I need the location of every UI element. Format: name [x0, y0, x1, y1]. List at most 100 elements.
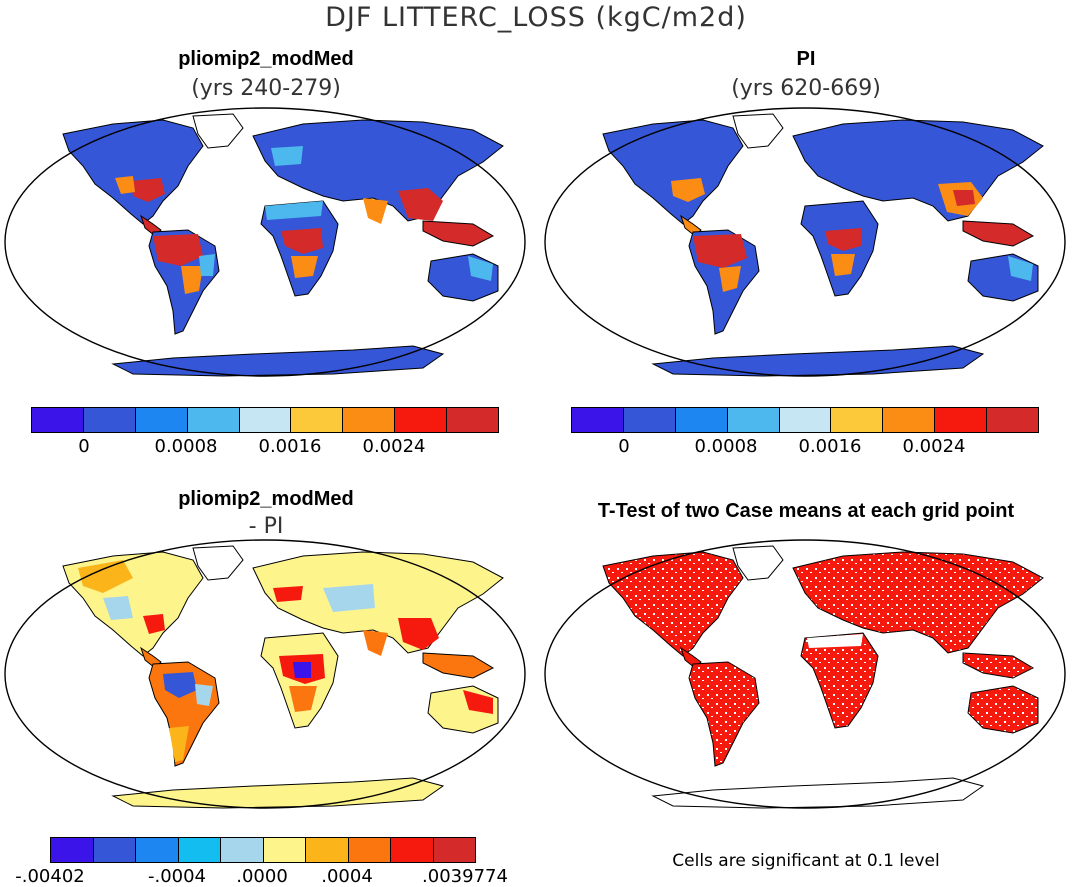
colorbar-swatch	[263, 838, 306, 862]
colorbar-labels-bottom-left: -.00402 -.0004 .0000 .0004 .0039774	[15, 866, 508, 887]
panel-title-top-left: pliomip2_modMed	[178, 48, 354, 70]
colorbar-swatch	[348, 838, 391, 862]
land-indonesia	[962, 652, 1035, 679]
hot-se-us	[131, 178, 165, 202]
light-na	[103, 596, 133, 620]
colorbar-swatch	[306, 838, 349, 862]
red-australia	[463, 690, 493, 714]
orange-us	[115, 176, 135, 194]
world-map	[602, 545, 1044, 809]
hot-central-africa	[825, 228, 861, 251]
colorbar-swatch	[831, 408, 884, 432]
land-australia	[967, 685, 1039, 734]
land-antarctica	[651, 345, 985, 377]
colorbar-swatch	[779, 408, 832, 432]
world-map	[602, 113, 1044, 377]
orange-s-africa	[291, 256, 318, 278]
hot-se-asia	[953, 190, 975, 206]
significance-note: Cells are significant at 0.1 level	[672, 851, 940, 871]
land-indonesia	[962, 220, 1035, 247]
world-map	[62, 113, 504, 377]
hot-central-africa	[281, 228, 323, 254]
colorbar-labels-top-left: 0 0.0008 0.0016 0.0024	[31, 436, 497, 460]
orange-india	[363, 630, 388, 656]
light-australia	[1008, 256, 1033, 281]
land-africa	[800, 632, 879, 729]
land-indonesia	[422, 652, 495, 679]
colorbar-label: 0.0008	[694, 436, 758, 457]
panel-title-top-right: PI	[796, 48, 816, 70]
blue-amazon	[163, 672, 197, 698]
orange-brazil	[181, 266, 203, 294]
colorbar-label: 0.0024	[362, 436, 426, 457]
main-title: DJF LITTERC_LOSS (kgC/m2d)	[325, 2, 747, 33]
light-sahara	[265, 201, 323, 220]
colorbar-label: 0.0024	[902, 436, 966, 457]
colorbar-swatch	[675, 408, 728, 432]
colorbar-label: 0.0008	[154, 436, 218, 457]
yellow-s-sa	[169, 726, 189, 762]
map-top-left	[4, 107, 526, 377]
map-outline	[4, 107, 526, 377]
map-bottom-left	[4, 539, 526, 809]
colorbar-swatch	[178, 838, 221, 862]
colorbar-label: -.00402	[15, 866, 85, 887]
colorbar-swatch	[51, 838, 94, 862]
orange-brazil	[719, 266, 741, 292]
colorbar-label: .0004	[321, 866, 373, 887]
land-north-america	[602, 119, 744, 225]
hot-amazon	[693, 234, 747, 268]
colorbar-swatch	[572, 408, 624, 432]
colorbar-swatch	[391, 838, 434, 862]
land-indonesia	[422, 220, 495, 247]
world-map	[62, 545, 504, 809]
colorbar-label: 0.0016	[258, 436, 322, 457]
colorbar-swatch	[135, 408, 188, 432]
blue-congo	[293, 662, 311, 678]
colorbar-swatch	[987, 408, 1039, 432]
land-greenland	[732, 113, 784, 149]
land-south-america	[688, 661, 760, 767]
panel-subtitle-bottom-left: - PI	[248, 514, 284, 539]
light-australia	[468, 256, 493, 281]
panel-subtitle-top-right: (yrs 620-669)	[731, 76, 881, 101]
colorbar-label: .0039774	[422, 866, 508, 887]
hot-europe	[273, 586, 303, 602]
map-top-right	[544, 107, 1066, 377]
colorbar-swatch	[221, 838, 264, 862]
orange-s-africa	[831, 254, 855, 276]
land-antarctica	[111, 777, 445, 809]
colorbar-labels-top-right: 0 0.0008 0.0016 0.0024	[571, 436, 1037, 460]
land-greenland	[192, 113, 244, 149]
colorbar-swatch	[395, 408, 448, 432]
orange-se-us	[671, 178, 705, 202]
colorbar-swatch	[187, 408, 240, 432]
colorbar-swatch	[433, 838, 475, 862]
colorbar-swatch	[935, 408, 988, 432]
colorbar-swatch	[883, 408, 936, 432]
light-brazil	[199, 254, 215, 276]
hot-se-asia	[398, 618, 439, 650]
land-north-america	[62, 119, 204, 225]
hot-east-us	[143, 614, 165, 634]
orange-s-africa	[289, 686, 317, 712]
land-eurasia	[252, 551, 504, 654]
land-antarctica	[651, 777, 985, 809]
light-europe	[271, 146, 303, 166]
colorbar-label: .0000	[236, 866, 288, 887]
colorbar-swatch	[727, 408, 780, 432]
hot-se-asia	[398, 188, 443, 221]
panel-title-bottom-left: pliomip2_modMed	[178, 488, 354, 510]
colorbar-swatch	[83, 408, 136, 432]
land-eurasia	[792, 551, 1044, 654]
colorbar-swatch	[623, 408, 676, 432]
colorbar-swatch	[343, 408, 396, 432]
land-north-america	[602, 551, 744, 657]
colorbar-bottom-left	[50, 837, 476, 863]
colorbar-swatch	[93, 838, 136, 862]
map-outline	[544, 539, 1066, 809]
map-outline	[544, 107, 1066, 377]
map-bottom-right	[544, 539, 1066, 809]
colorbar-top-right	[571, 407, 1039, 433]
land-antarctica	[111, 345, 445, 377]
